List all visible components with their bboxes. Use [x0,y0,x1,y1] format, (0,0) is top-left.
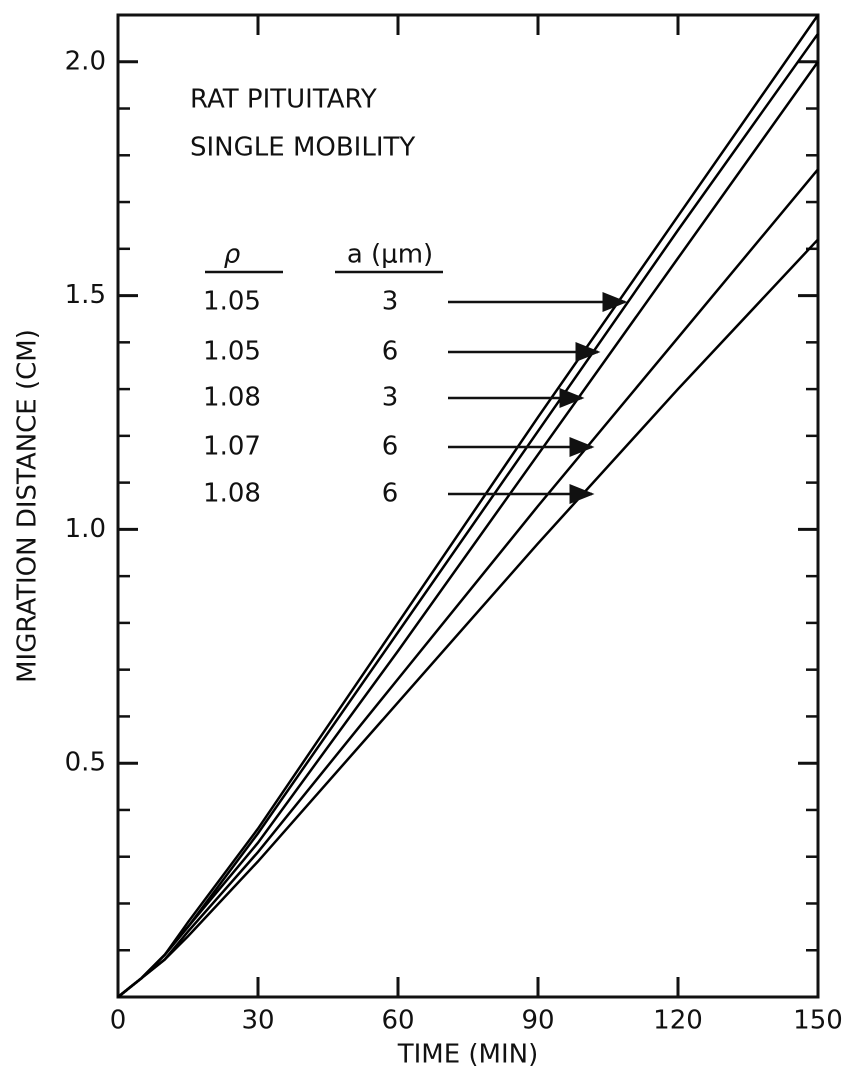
x-axis-label: TIME (MIN) [397,1040,539,1070]
y-tick-label: 2.0 [65,46,106,76]
y-tick-label: 1.5 [65,280,106,310]
y-tick-label: 0.5 [65,748,106,778]
legend-a: 3 [382,383,399,413]
legend-rho: 1.08 [203,479,261,509]
plot-frame [116,13,820,999]
series-line [117,238,819,998]
x-tick-label: 90 [521,1006,554,1036]
chart-title: RAT PITUITARY [190,85,377,115]
legend-rho: 1.05 [203,287,261,317]
legend-a: 6 [382,479,399,509]
x-tick-label: 60 [381,1006,414,1036]
legend-a: 6 [382,337,399,367]
x-tick-label: 120 [653,1006,703,1036]
x-tick-label: 0 [110,1006,127,1036]
legend-a: 6 [382,432,399,462]
y-axis-label: MIGRATION DISTANCE (CM) [13,329,43,683]
series-line [117,32,820,998]
y-tick-label: 1.0 [65,514,106,544]
series-line [117,61,820,998]
legend-header: a (μm) [347,240,433,270]
chart-subtitle: SINGLE MOBILITY [190,133,415,163]
legend-rho: 1.07 [203,432,261,462]
x-tick-label: 150 [793,1006,843,1036]
x-tick-label: 30 [241,1006,274,1036]
legend-header: ρ [224,240,241,270]
legend-a: 3 [382,287,399,317]
legend-rho: 1.05 [203,337,261,367]
legend-rho: 1.08 [203,383,261,413]
